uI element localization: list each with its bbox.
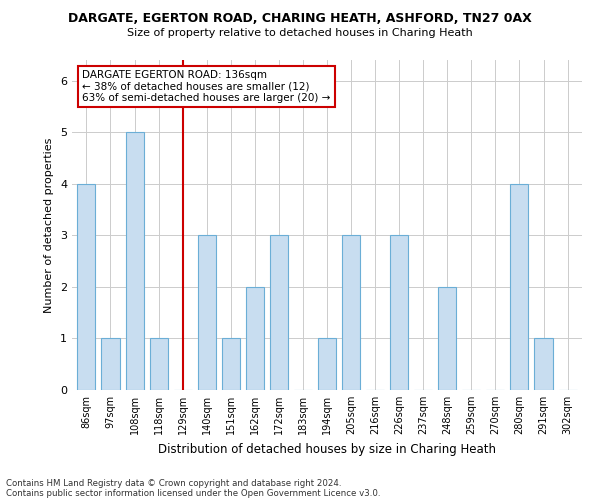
Bar bbox=[125, 132, 143, 390]
Bar bbox=[246, 287, 264, 390]
X-axis label: Distribution of detached houses by size in Charing Heath: Distribution of detached houses by size … bbox=[158, 442, 496, 456]
Bar bbox=[197, 236, 216, 390]
Bar bbox=[101, 338, 119, 390]
Bar bbox=[222, 338, 240, 390]
Bar bbox=[318, 338, 336, 390]
Bar bbox=[511, 184, 529, 390]
Text: DARGATE EGERTON ROAD: 136sqm
← 38% of detached houses are smaller (12)
63% of se: DARGATE EGERTON ROAD: 136sqm ← 38% of de… bbox=[82, 70, 331, 103]
Text: Contains HM Land Registry data © Crown copyright and database right 2024.: Contains HM Land Registry data © Crown c… bbox=[6, 478, 341, 488]
Bar bbox=[390, 236, 408, 390]
Bar bbox=[149, 338, 167, 390]
Bar bbox=[438, 287, 457, 390]
Y-axis label: Number of detached properties: Number of detached properties bbox=[44, 138, 55, 312]
Bar bbox=[342, 236, 360, 390]
Bar bbox=[77, 184, 95, 390]
Bar bbox=[535, 338, 553, 390]
Text: DARGATE, EGERTON ROAD, CHARING HEATH, ASHFORD, TN27 0AX: DARGATE, EGERTON ROAD, CHARING HEATH, AS… bbox=[68, 12, 532, 26]
Text: Contains public sector information licensed under the Open Government Licence v3: Contains public sector information licen… bbox=[6, 488, 380, 498]
Text: Size of property relative to detached houses in Charing Heath: Size of property relative to detached ho… bbox=[127, 28, 473, 38]
Bar bbox=[270, 236, 288, 390]
